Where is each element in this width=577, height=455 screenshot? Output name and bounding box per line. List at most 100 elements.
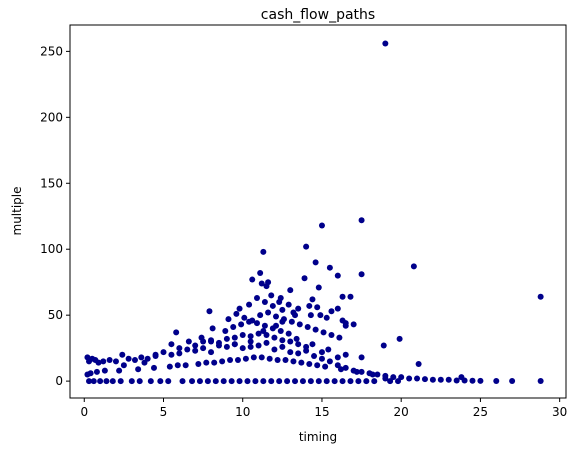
- data-point: [103, 378, 110, 385]
- data-point: [255, 330, 262, 337]
- data-point: [238, 321, 245, 328]
- data-point: [209, 325, 216, 332]
- data-point: [277, 295, 284, 302]
- data-point: [415, 360, 422, 367]
- data-point: [306, 360, 313, 367]
- x-tick-label: 0: [80, 405, 88, 419]
- data-point: [195, 360, 202, 367]
- data-point: [263, 283, 270, 290]
- data-point: [260, 328, 267, 334]
- data-point: [208, 338, 215, 345]
- data-point: [509, 377, 516, 384]
- data-point: [358, 368, 365, 375]
- data-point: [265, 309, 272, 316]
- data-point: [239, 331, 246, 338]
- data-point: [382, 40, 389, 47]
- data-point: [382, 375, 389, 382]
- data-point: [166, 363, 173, 370]
- data-point: [125, 355, 132, 362]
- data-point: [230, 324, 237, 331]
- x-tick-label: 10: [235, 405, 250, 419]
- data-point: [331, 378, 338, 385]
- data-point: [537, 293, 544, 300]
- data-point: [257, 269, 264, 276]
- data-point: [334, 272, 341, 279]
- data-point: [227, 357, 234, 364]
- data-point: [537, 377, 544, 384]
- data-point: [307, 378, 314, 385]
- data-point: [279, 318, 286, 325]
- x-tick-label: 25: [473, 405, 488, 419]
- x-tick-label: 30: [552, 405, 567, 419]
- data-point: [410, 263, 417, 270]
- data-point: [295, 350, 302, 357]
- data-point: [203, 359, 210, 366]
- data-point: [208, 349, 215, 356]
- data-point: [328, 308, 335, 315]
- data-point: [298, 359, 305, 366]
- data-point: [309, 296, 316, 303]
- data-point: [225, 316, 232, 323]
- data-point: [192, 342, 199, 349]
- data-point: [176, 350, 183, 357]
- data-point: [233, 310, 240, 317]
- data-point: [315, 284, 322, 291]
- data-point: [358, 217, 365, 224]
- data-point: [141, 359, 148, 366]
- data-point: [185, 338, 192, 345]
- data-point: [387, 378, 394, 385]
- data-point: [189, 378, 196, 385]
- data-point: [138, 354, 145, 361]
- data-point: [173, 329, 180, 336]
- data-point: [279, 306, 286, 313]
- data-point: [249, 276, 256, 283]
- data-point: [182, 362, 189, 369]
- data-point: [320, 329, 327, 336]
- data-point: [414, 375, 421, 382]
- data-point: [168, 341, 175, 348]
- data-point: [293, 335, 300, 342]
- data-point: [301, 275, 308, 282]
- data-point: [304, 324, 311, 331]
- data-point: [339, 293, 346, 300]
- data-point: [261, 322, 268, 329]
- data-point: [119, 351, 126, 358]
- data-point: [334, 305, 341, 312]
- data-point: [157, 378, 164, 385]
- data-point: [269, 302, 276, 309]
- data-point: [325, 346, 332, 353]
- y-axis-ticks: 0 50 100 150 200 250: [40, 44, 70, 388]
- data-point: [250, 354, 257, 361]
- data-point: [234, 357, 241, 364]
- data-point: [97, 378, 104, 385]
- data-point: [299, 378, 306, 385]
- data-point: [176, 345, 183, 352]
- data-point: [312, 259, 319, 266]
- data-point: [328, 331, 335, 338]
- data-point: [395, 378, 402, 385]
- data-point: [86, 378, 93, 385]
- data-point: [101, 367, 108, 374]
- data-point: [295, 305, 302, 312]
- data-point: [271, 334, 278, 341]
- x-tick-label: 20: [394, 405, 409, 419]
- data-point: [271, 346, 278, 353]
- data-point: [358, 354, 365, 361]
- data-point: [228, 378, 235, 385]
- data-point: [342, 320, 349, 327]
- data-point: [128, 378, 135, 385]
- data-point: [231, 341, 238, 348]
- y-tick-label: 150: [40, 176, 63, 190]
- data-point: [342, 364, 349, 371]
- data-point: [247, 333, 254, 340]
- data-point: [260, 248, 267, 255]
- data-point: [165, 378, 172, 385]
- data-point: [90, 378, 97, 385]
- data-point: [273, 322, 280, 329]
- data-point: [337, 366, 344, 373]
- data-point: [279, 343, 286, 350]
- y-tick-label: 250: [40, 44, 63, 58]
- data-point: [336, 334, 343, 341]
